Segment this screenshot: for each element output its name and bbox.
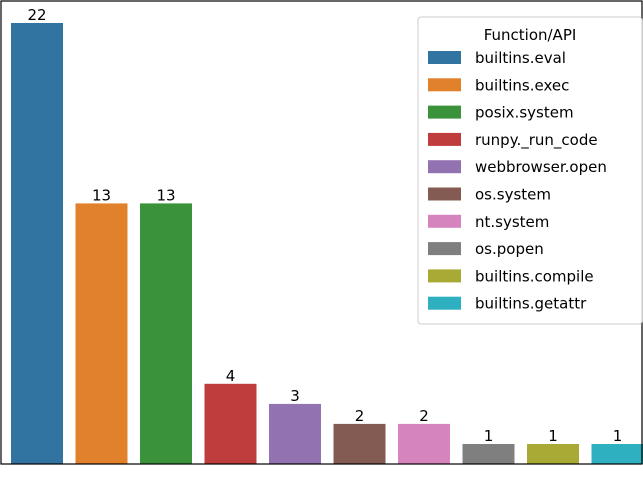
bar-webbrowser-open: [269, 403, 321, 464]
bar-group: [11, 23, 643, 464]
bar-value-label: 1: [548, 427, 558, 445]
legend: Function/API builtins.eval builtins.exec p…: [417, 16, 643, 325]
legend-label: builtins.eval: [475, 49, 566, 67]
legend-swatch: [428, 51, 461, 64]
bar-value-label: 1: [484, 427, 494, 445]
bar-value-label: 3: [290, 387, 300, 405]
bar-posix-system: [140, 203, 192, 464]
legend-swatch: [428, 132, 461, 146]
bar-builtins-exec: [75, 203, 128, 464]
legend-swatch: [428, 105, 461, 119]
legend-label: builtins.getattr: [475, 295, 587, 313]
legend-items: builtins.eval builtins.exec posix.system ru…: [428, 49, 607, 313]
bar-value-label: 2: [419, 407, 429, 425]
legend-label: runpy._run_code: [475, 131, 598, 150]
legend-label: builtins.compile: [475, 267, 594, 285]
bar-value-label: 1: [613, 427, 623, 445]
legend-label: nt.system: [475, 213, 549, 231]
legend-swatch: [428, 187, 461, 201]
legend-swatch: [428, 160, 461, 174]
legend-box: [417, 16, 643, 325]
bar-nt-system: [398, 423, 450, 464]
legend-swatch: [428, 269, 461, 283]
legend-label: builtins.exec: [475, 76, 569, 94]
bar-runpy-run-code: [204, 383, 257, 464]
bar-builtins-compile: [527, 444, 579, 464]
bar-value-label: 4: [226, 367, 236, 385]
legend-swatch: [428, 78, 461, 92]
bar-builtins-getattr: [591, 444, 643, 464]
bar-builtins-eval: [11, 23, 63, 464]
legend-label: posix.system: [475, 104, 574, 122]
bar-value-label: 13: [156, 186, 175, 204]
legend-swatch: [428, 296, 461, 310]
legend-label: os.system: [475, 186, 551, 204]
bar-value-label: 2: [355, 407, 365, 425]
legend-swatch: [428, 242, 461, 256]
legend-label: os.popen: [475, 240, 544, 258]
bar-os-popen: [462, 444, 515, 464]
legend-title: Function/API: [484, 26, 577, 44]
legend-label: webbrowser.open: [475, 158, 607, 176]
bar-value-label: 22: [27, 6, 46, 24]
bar-os-system: [333, 423, 386, 464]
legend-swatch: [428, 214, 461, 228]
bar-value-label: 13: [92, 186, 111, 204]
